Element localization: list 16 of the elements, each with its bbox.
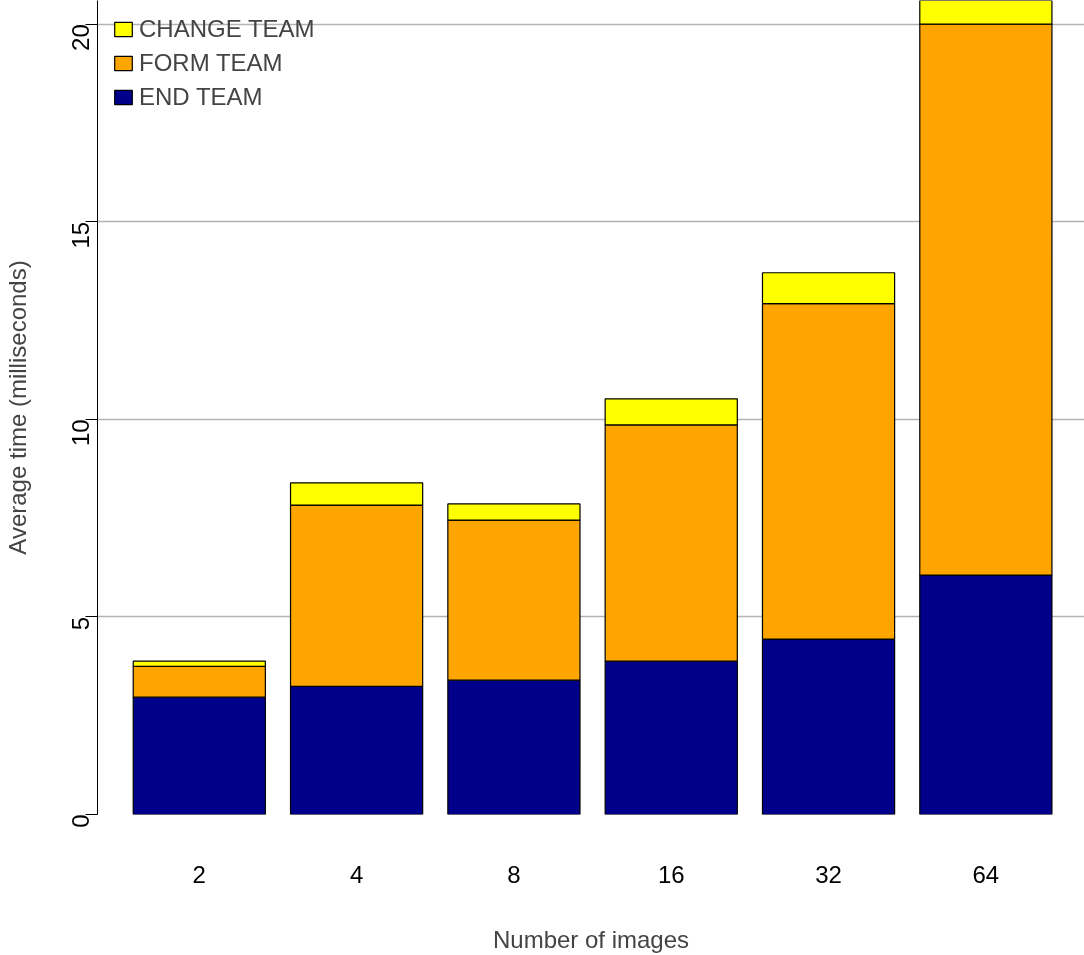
y-tick-label: 20: [67, 24, 94, 51]
y-tick-label: 15: [67, 221, 94, 249]
x-tick-label: 64: [972, 860, 1000, 888]
x-tick-label: 2: [192, 860, 206, 888]
y-tick-label: 5: [67, 616, 94, 631]
y-tick-label: 10: [67, 419, 94, 447]
x-tick-label: 8: [507, 860, 521, 888]
legend-label: END TEAM: [139, 83, 263, 111]
legend-label: FORM TEAM: [139, 49, 283, 77]
x-tick-label: 4: [349, 860, 364, 888]
x-tick-label: 16: [657, 860, 685, 888]
x-axis-title: Number of images: [492, 925, 690, 953]
legend-label: CHANGE TEAM: [139, 15, 315, 43]
x-tick-label: 32: [815, 860, 842, 888]
y-tick-label: 0: [67, 814, 94, 828]
y-axis-title: Average time (milliseconds): [3, 260, 31, 555]
